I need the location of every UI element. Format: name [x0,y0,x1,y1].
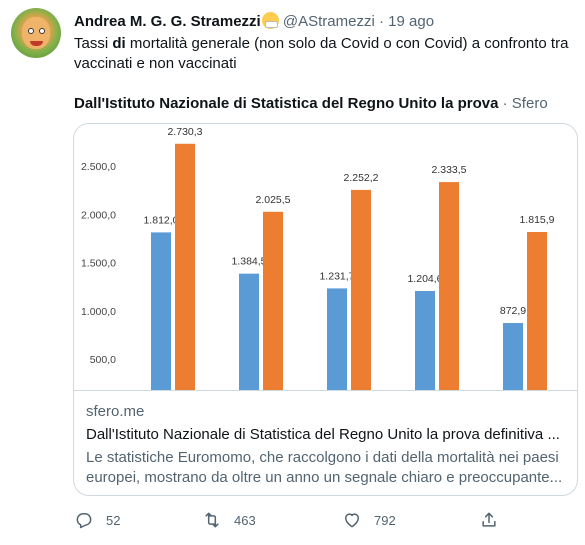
mask-emoji-icon [261,12,279,29]
reply-icon [76,513,92,529]
tweet-header: Andrea M. G. G. Stramezzi @AStramezzi · … [74,12,434,31]
data-label: 1.231,7 [319,270,354,282]
tweet-text-bold: di [112,35,126,52]
retweet-button[interactable]: 463 [202,508,256,532]
avatar-eye-right [39,28,45,34]
like-button[interactable]: 792 [342,508,396,532]
bar-series2-group1 [175,143,195,390]
tweet-actions: 52 463 792 [74,508,504,532]
bar-series2-group3 [351,189,371,390]
heart-icon [345,513,359,528]
retweet-icon [205,512,219,528]
data-label: 2.025,5 [255,194,290,206]
avatar-mouth [30,41,43,46]
tweet-timestamp[interactable]: 19 ago [388,13,435,30]
tweet-text-part2: mortalità generale (non solo da Covid o … [74,35,569,72]
bar-series1-group3 [327,288,347,390]
data-label: 2.252,2 [343,172,378,184]
retweet-count: 463 [234,512,256,528]
headline-text[interactable]: Dall'Istituto Nazionale di Statistica de… [74,95,499,112]
card-title: Dall'Istituto Nazionale di Statistica de… [86,426,560,443]
data-label: 1.384,5 [231,256,266,268]
y-tick-label: 1.500,0 [81,258,116,270]
bar-series1-group5 [503,323,523,390]
avatar-eye-left [28,28,34,34]
author-name[interactable]: Andrea M. G. G. Stramezzi [74,13,261,30]
headline-source: · Sfero [502,95,548,112]
data-label: 2.333,5 [431,164,466,176]
link-card-meta[interactable]: sfero.me Dall'Istituto Nazionale di Stat… [74,390,577,495]
bar-series1-group2 [239,273,259,390]
reply-button[interactable]: 52 [74,508,120,532]
bar-series2-group5 [527,232,547,390]
tweet-text: Tassi di mortalità generale (non solo da… [74,34,574,74]
share-button[interactable] [479,508,511,532]
link-card[interactable]: 500,0 1.000,0 1.500,0 2.000,0 2.500,0 1.812,0… [73,123,578,496]
shared-link-headline[interactable]: Dall'Istituto Nazionale di Statistica de… [74,95,548,113]
bar-series1-group4 [415,291,435,390]
data-label: 1.812,0 [143,214,178,226]
tweet-text-part1: Tassi [74,35,113,52]
separator-dot: · [378,13,384,30]
share-icon [482,512,496,527]
data-label: 2.730,3 [167,126,202,138]
y-tick-label: 2.000,0 [81,209,116,221]
y-tick-label: 500,0 [90,354,116,366]
bar-series2-group4 [439,182,459,390]
y-tick-label: 2.500,0 [81,161,116,173]
chart-image: 500,0 1.000,0 1.500,0 2.000,0 2.500,0 1.812,0… [74,124,577,390]
author-handle[interactable]: @AStramezzi [282,13,375,30]
y-tick-label: 1.000,0 [81,306,116,318]
data-label: 1.204,6 [407,273,442,285]
avatar[interactable] [11,8,61,58]
data-label: 872,9 [500,305,526,317]
like-count: 792 [374,512,396,528]
reply-count: 52 [106,512,121,528]
data-label: 1.815,9 [519,214,554,226]
bar-series2-group2 [263,211,283,390]
card-domain: sfero.me [86,403,145,420]
bar-series1-group1 [151,232,171,390]
card-description: Le statistiche Euromomo, che raccolgono … [86,449,563,486]
